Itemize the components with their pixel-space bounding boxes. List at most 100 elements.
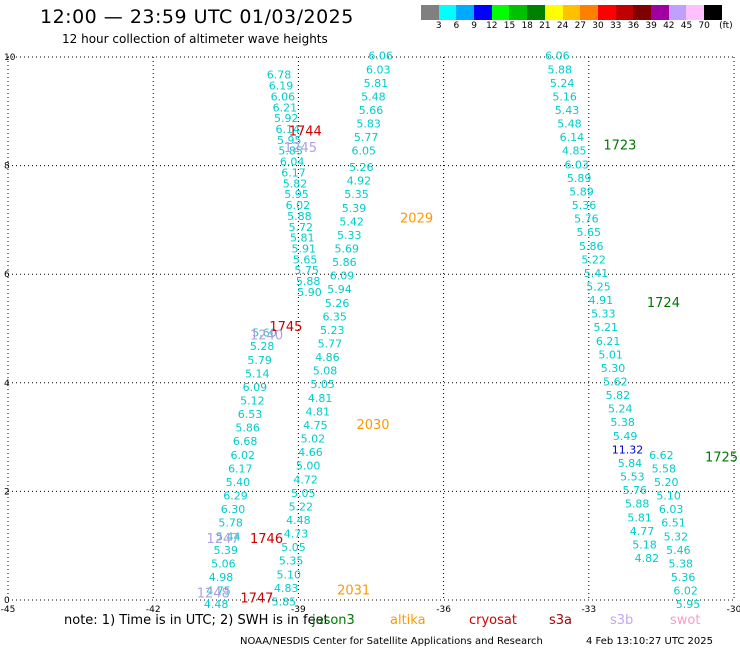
- swh-value: 5.43: [555, 104, 580, 117]
- swh-value: 5.88: [296, 275, 321, 288]
- swh-value: 5.39: [214, 544, 239, 557]
- swh-value: 6.03: [366, 63, 391, 76]
- swh-value: 6.19: [269, 80, 294, 93]
- colorbar-swatch: [527, 5, 545, 20]
- swh-value: 5.78: [218, 517, 243, 530]
- swh-value: 5.95: [676, 598, 701, 611]
- swh-value: 6.17: [281, 166, 306, 179]
- satellite-legend-altika: altika: [390, 613, 426, 628]
- pass-label: 2031: [337, 584, 370, 599]
- swh-value: 4.73: [284, 528, 309, 541]
- swh-value: 5.81: [364, 77, 389, 90]
- swh-value: 4.82: [635, 552, 660, 565]
- swh-value: 5.60: [252, 327, 277, 340]
- swh-value: 5.42: [339, 215, 364, 228]
- swh-value: 5.90: [297, 286, 322, 299]
- swh-value: 5.08: [313, 365, 338, 378]
- swh-value: 6.51: [661, 517, 686, 530]
- colorbar-label: 18: [521, 21, 533, 31]
- swh-value: 5.10: [276, 568, 301, 581]
- pass-label: 1745: [269, 320, 302, 335]
- pass-label: 1247: [206, 532, 239, 547]
- swh-value: 4.86: [315, 351, 340, 364]
- swh-value: 6.06: [271, 90, 296, 103]
- swh-value: 5.05: [291, 487, 316, 500]
- lat-tick-label: 2: [4, 487, 10, 497]
- swh-value: 5.89: [569, 185, 594, 198]
- track-1725: 6.625.585.205.106.036.515.325.465.385.36…: [649, 449, 700, 611]
- swh-value: 6.21: [273, 101, 298, 114]
- swh-value: 5.88: [287, 210, 312, 223]
- swh-value: 5.65: [293, 253, 318, 266]
- swh-value: 5.72: [289, 221, 314, 234]
- colorbar-label: 24: [556, 21, 569, 31]
- swh-value: 4.75: [303, 419, 328, 432]
- swh-value: 5.91: [291, 242, 316, 255]
- swh-value: 5.41: [584, 267, 609, 280]
- pass-label: 1747: [240, 592, 273, 607]
- swh-value: 5.26: [349, 161, 374, 174]
- colorbar-swatch: [421, 5, 439, 20]
- swh-value: 5.33: [591, 308, 616, 321]
- swh-value: 5.22: [581, 253, 606, 266]
- swh-value: 6.03: [659, 503, 684, 516]
- swh-value: 4.91: [589, 294, 614, 307]
- swh-value: 5.24: [608, 403, 633, 416]
- notes-text: note: 1) Time is in UTC; 2) SWH is in fe…: [64, 613, 329, 628]
- swh-value: 5.12: [240, 395, 265, 408]
- satellite-legend-cryosat: cryosat: [469, 613, 517, 628]
- swh-value: 5.82: [606, 389, 631, 402]
- pass-label: 1240: [250, 328, 283, 343]
- swh-value: 5.81: [627, 511, 652, 524]
- track-1723: 6.065.885.245.165.435.486.144.856.035.89…: [545, 50, 659, 565]
- swh-value: 5.16: [552, 90, 577, 103]
- swh-value: 5.83: [356, 118, 381, 131]
- colorbar-label: 45: [680, 21, 693, 31]
- lat-tick-label: 8: [4, 162, 10, 172]
- colorbar-swatch: [597, 5, 616, 20]
- swh-value: 5.95: [284, 188, 309, 201]
- swh-value: 5.36: [671, 571, 696, 584]
- swh-value: 4.81: [308, 392, 333, 405]
- swh-value: 5.44: [216, 530, 241, 543]
- lat-tick-label: 6: [4, 270, 10, 280]
- swh-value: 6.17: [228, 462, 253, 475]
- colorbar-label: 36: [627, 21, 640, 31]
- swh-value: 5.89: [567, 172, 592, 185]
- swh-value: 5.02: [301, 433, 326, 446]
- satellite-legend-s3a: s3a: [549, 613, 573, 628]
- swh-value: 5.48: [361, 90, 386, 103]
- swh-value: 6.53: [238, 408, 263, 421]
- colorbar-swatch: [474, 5, 492, 20]
- swh-value: 4.83: [274, 582, 299, 595]
- axis-ticks: -45 -42 -39 -36 -33 -30 0 2 4 6 8 10: [1, 53, 740, 615]
- colorbar-swatch: [562, 5, 581, 20]
- colorbar-label: 30: [592, 21, 604, 31]
- wave-height-colorbar: [421, 5, 722, 20]
- colorbar-label: 9: [471, 21, 477, 31]
- swh-value: 5.33: [337, 229, 362, 242]
- swh-value: 6.14: [560, 131, 585, 144]
- swh-value: 4.98: [209, 571, 234, 584]
- swh-value: 5.76: [574, 213, 599, 226]
- swh-value: 5.92: [274, 112, 299, 125]
- lon-tick-label: -45: [1, 605, 16, 615]
- swh-value: 6.62: [649, 449, 674, 462]
- swh-value: 4.81: [306, 405, 331, 418]
- swh-value: 6.68: [233, 435, 258, 448]
- colorbar-swatch: [686, 5, 704, 20]
- colorbar-label: 39: [645, 21, 657, 31]
- satellite-legend-s3b: s3b: [610, 613, 634, 628]
- colorbar-swatch: [544, 5, 563, 20]
- lon-tick-label: -30: [727, 605, 740, 615]
- swh-value: 6.30: [221, 503, 246, 516]
- swh-value: 5.05: [310, 378, 335, 391]
- swh-value: 6.78: [267, 69, 292, 82]
- swh-value: 5.22: [289, 500, 314, 513]
- pass-label: 1725: [705, 451, 738, 466]
- swh-value: 5.26: [325, 297, 350, 310]
- colorbar-swatch: [650, 5, 669, 20]
- swh-value: 5.94: [327, 283, 352, 296]
- swh-value: 4.72: [293, 473, 318, 486]
- swh-value: 5.86: [235, 422, 260, 435]
